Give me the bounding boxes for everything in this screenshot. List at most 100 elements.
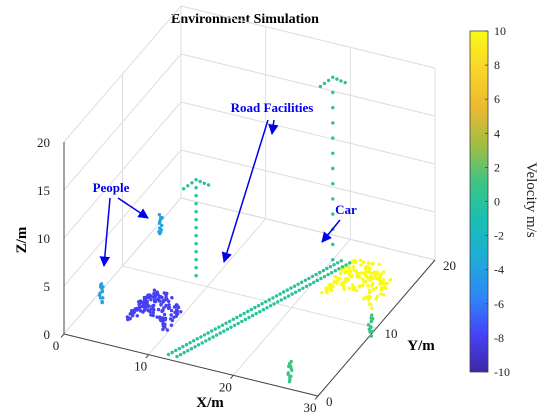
car-point xyxy=(155,290,159,294)
person-point xyxy=(158,226,162,230)
pole-point xyxy=(331,258,335,262)
car-point xyxy=(153,298,157,302)
colorbar-tick-label: -8 xyxy=(494,331,504,345)
car-point xyxy=(175,309,180,313)
car-point xyxy=(164,295,168,299)
car-point xyxy=(377,262,381,267)
pole-point xyxy=(331,182,335,186)
car-point xyxy=(152,303,156,308)
car-point xyxy=(361,260,366,264)
car-point xyxy=(159,302,163,307)
road-point xyxy=(256,304,261,308)
road-point xyxy=(268,304,273,308)
road-point xyxy=(206,331,210,335)
colorbar-tick-label: 0 xyxy=(494,195,500,209)
car-point xyxy=(382,292,386,297)
road-point xyxy=(261,308,266,312)
car-point xyxy=(161,322,165,326)
road-point xyxy=(250,313,255,318)
road-point xyxy=(202,333,207,337)
grid-line xyxy=(180,197,436,261)
car-point xyxy=(333,274,337,279)
road-point xyxy=(310,274,315,279)
pole-point xyxy=(331,136,335,140)
road-point xyxy=(272,302,276,306)
car-point xyxy=(347,266,352,270)
car-point xyxy=(351,265,355,269)
car-point xyxy=(160,309,164,313)
road-point xyxy=(319,276,323,281)
road-point xyxy=(344,263,348,267)
x-tick-mark xyxy=(314,395,319,400)
road-point xyxy=(285,288,289,292)
car-point xyxy=(367,268,371,273)
road-point xyxy=(204,339,208,343)
annotation-arrows xyxy=(99,119,341,268)
car-point xyxy=(325,290,329,295)
person-point xyxy=(366,323,371,327)
car-point xyxy=(381,278,386,282)
car-point xyxy=(128,316,132,321)
car-point xyxy=(384,282,388,286)
car-point xyxy=(153,293,157,297)
car-point xyxy=(156,307,161,312)
colorbar: 10 8 6 4 2 0 -2 -4 -6 -8 -10 xyxy=(469,24,510,379)
z-axis-label: Z/m xyxy=(14,226,30,253)
car-point xyxy=(367,302,372,306)
pole-point xyxy=(331,151,335,155)
car-point xyxy=(165,328,169,332)
pole-point xyxy=(206,183,211,187)
road-point xyxy=(297,288,301,292)
road-point xyxy=(333,269,337,273)
road-point xyxy=(312,280,316,285)
road-point xyxy=(290,292,294,296)
car-point xyxy=(379,292,383,296)
annotation-arrow xyxy=(268,119,279,136)
road-point xyxy=(170,350,174,355)
pole-point xyxy=(194,266,198,270)
colorbar-tick-label: -4 xyxy=(494,263,504,277)
car-point xyxy=(361,283,365,288)
road-point xyxy=(337,267,341,271)
car-point xyxy=(368,295,372,299)
person-point xyxy=(160,223,164,228)
car-point xyxy=(149,298,153,302)
car-point xyxy=(327,283,331,287)
person-point xyxy=(369,316,373,320)
car-point xyxy=(348,269,353,274)
road-point xyxy=(177,346,181,351)
car-point xyxy=(367,288,372,293)
road-point xyxy=(214,333,219,337)
road-point xyxy=(318,270,322,275)
car-point xyxy=(143,303,148,307)
pole-point xyxy=(331,242,335,247)
car-point xyxy=(371,261,375,265)
pole-point xyxy=(339,79,343,83)
car-point xyxy=(151,310,155,315)
colorbar-tick-label: -6 xyxy=(494,297,504,311)
car-point xyxy=(170,296,174,300)
car-point xyxy=(162,312,167,317)
car-point xyxy=(370,306,374,311)
car-point xyxy=(166,306,171,311)
road-point xyxy=(210,329,214,333)
pole-point xyxy=(202,181,206,185)
car-point xyxy=(364,273,368,278)
car-point xyxy=(388,278,393,282)
road-point xyxy=(326,272,330,277)
annotation-arrow xyxy=(321,219,341,243)
y-axis-label: Y/m xyxy=(407,338,435,354)
pole-point xyxy=(194,178,198,182)
car-point xyxy=(139,309,143,313)
road-point xyxy=(296,282,300,286)
car-point xyxy=(350,283,355,287)
road-point xyxy=(314,272,318,277)
road-point xyxy=(279,298,283,302)
car-point xyxy=(146,308,150,313)
road-point xyxy=(189,347,194,351)
pole-point xyxy=(194,194,198,198)
y-axis-line xyxy=(317,259,436,397)
pole-point xyxy=(182,187,186,191)
car-point xyxy=(354,288,359,293)
person-point xyxy=(288,378,292,382)
